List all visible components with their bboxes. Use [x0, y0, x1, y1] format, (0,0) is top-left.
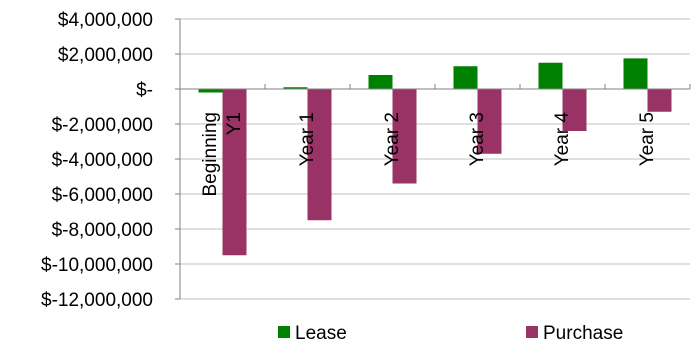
y-tick-label: $-8,000,000: [52, 220, 153, 241]
bar-lease: [453, 66, 478, 89]
bar-lease: [283, 87, 308, 89]
bar-lease: [538, 62, 563, 89]
x-tick-label: Year 2: [382, 112, 403, 166]
bar-purchase: [307, 89, 332, 221]
bar-lease: [198, 89, 223, 93]
gridlines: [180, 18, 690, 300]
x-tick-label: Year 3: [467, 112, 488, 166]
y-tick-labels: $4,000,000 $2,000,000 $- $-2,000,000 $-4,000…: [41, 10, 153, 311]
y-tick-label: $-10,000,000: [41, 255, 153, 276]
y-tick-label: $-6,000,000: [52, 185, 153, 206]
bar-purchase: [647, 89, 672, 112]
bar-purchase: [562, 89, 587, 131]
y-tick-label: $2,000,000: [58, 45, 153, 66]
bar-lease: [368, 75, 393, 89]
bar-purchase: [222, 89, 247, 256]
y-tick-label: $-: [136, 80, 153, 101]
x-tick-label: Year 4: [552, 112, 573, 167]
legend-swatch-purchase: [526, 326, 538, 338]
x-tick-label: Y1: [224, 112, 245, 135]
bars: [198, 58, 672, 256]
legend-label-purchase: Purchase: [543, 323, 623, 344]
x-tick-labels: Beginning Y1 Year 1 Year 2 Year 3 Year 4 Year …: [200, 112, 658, 197]
bar-lease: [623, 58, 648, 89]
x-tick-label: Year 1: [297, 112, 318, 166]
x-tick-label: Beginning: [200, 112, 221, 197]
y-tick-label: $4,000,000: [58, 10, 153, 31]
legend-label-lease: Lease: [295, 323, 347, 344]
x-tick-label: Year 5: [637, 112, 658, 166]
legend-swatch-lease: [278, 326, 290, 338]
axes: [175, 18, 691, 300]
bar-purchase: [477, 89, 502, 154]
y-tick-label: $-4,000,000: [52, 150, 153, 171]
y-tick-label: $-12,000,000: [41, 290, 153, 311]
bar-purchase: [392, 89, 417, 184]
legend: Lease Purchase: [278, 323, 623, 344]
y-tick-label: $-2,000,000: [52, 115, 153, 136]
